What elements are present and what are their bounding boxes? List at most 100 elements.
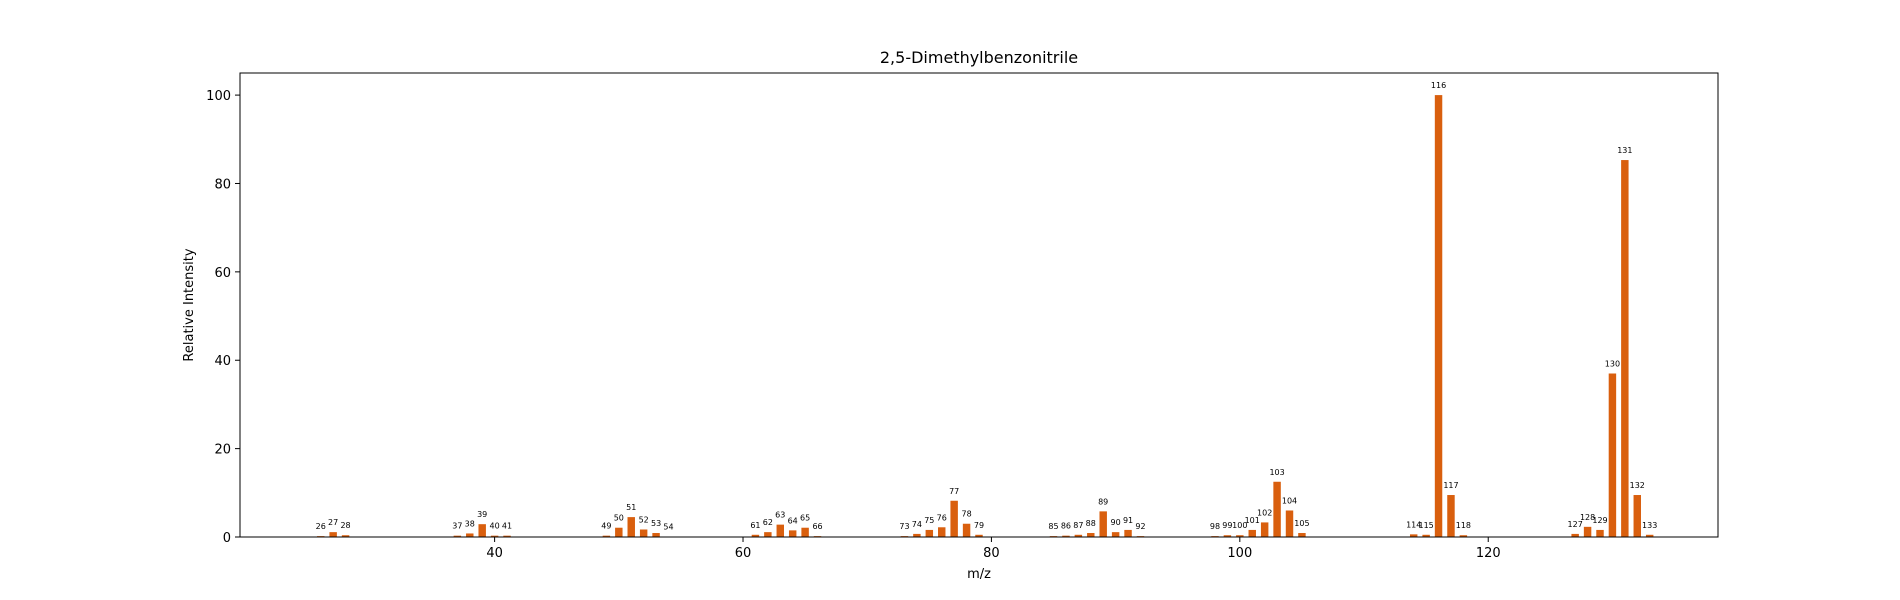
bar (1099, 511, 1107, 537)
bar-data-label: 99 (1222, 521, 1232, 530)
bar (1608, 373, 1617, 537)
bar-data-label: 98 (1210, 522, 1220, 531)
bar (1124, 529, 1132, 537)
bar-data-label: 92 (1135, 522, 1145, 531)
bar-data-label: 104 (1282, 496, 1297, 505)
bar-data-label: 40 (490, 522, 500, 531)
plot-frame (239, 72, 1719, 538)
bar (1285, 510, 1294, 537)
y-tick-label: 20 (214, 443, 231, 458)
bar-data-label: 75 (924, 516, 934, 525)
bar-data-label: 86 (1061, 522, 1071, 531)
y-tick-label: 80 (214, 177, 231, 192)
bar-series (317, 95, 1654, 537)
bar (938, 527, 946, 537)
x-tick-label: 60 (735, 546, 752, 561)
bar (1459, 535, 1468, 537)
bar-data-label: 65 (800, 514, 810, 523)
bar (1621, 160, 1629, 537)
bar-data-label: 116 (1431, 81, 1446, 90)
bar-data-label: 85 (1048, 522, 1058, 531)
bar-data-label: 105 (1294, 519, 1309, 528)
y-tick-label: 60 (214, 266, 231, 281)
bar (1583, 526, 1592, 537)
bar-data-label: 66 (812, 522, 822, 531)
bar-data-label: 103 (1269, 468, 1284, 477)
bar (602, 535, 611, 537)
bar (1571, 533, 1579, 537)
bar-data-label: 90 (1111, 518, 1121, 527)
bar-data-label: 127 (1568, 520, 1583, 529)
bar-data-label: 118 (1456, 521, 1471, 530)
bar-data-label: 100 (1232, 521, 1247, 530)
bar (776, 524, 784, 537)
bar-data-label: 62 (763, 518, 773, 527)
y-axis: 0 20 40 60 80 100 (206, 89, 240, 546)
bar-data-label: 78 (961, 510, 971, 519)
bar (975, 534, 983, 537)
y-tick-label: 40 (214, 354, 231, 369)
bar-data-label: 132 (1630, 481, 1645, 490)
bar (1248, 529, 1256, 537)
bar-data-label: 91 (1123, 516, 1133, 525)
bar (1260, 522, 1269, 537)
bar (913, 533, 921, 537)
bar-data-label: 49 (601, 522, 611, 531)
chart-title: 2,5-Dimethylbenzonitrile (880, 48, 1078, 67)
bar (962, 523, 971, 537)
bar (764, 532, 772, 537)
bar-data-label: 101 (1245, 516, 1260, 525)
bar (503, 535, 511, 537)
bar (478, 524, 486, 537)
bar-data-label: 79 (974, 521, 984, 530)
bar-data-label: 27 (328, 518, 338, 527)
bar-data-label: 41 (502, 522, 512, 531)
bar (1087, 533, 1095, 537)
bar (490, 535, 499, 537)
y-axis-label: Relative Intensity (182, 248, 197, 361)
bar-data-label: 39 (477, 510, 487, 519)
bar-data-label: 88 (1086, 519, 1096, 528)
bar-data-label: 115 (1418, 521, 1433, 530)
bar (1633, 495, 1641, 537)
bar (1447, 495, 1455, 537)
bar-data-label: 51 (626, 503, 636, 512)
x-tick-label: 120 (1476, 546, 1501, 561)
bar-data-label: 130 (1605, 360, 1620, 369)
bar (1223, 535, 1232, 537)
bar (1062, 535, 1070, 537)
bar (925, 529, 934, 537)
x-tick-label: 80 (983, 546, 1000, 561)
bar-data-label: 73 (899, 522, 909, 531)
bar-data-label: 77 (949, 487, 959, 496)
x-tick-label: 40 (486, 546, 503, 561)
bar (788, 530, 797, 537)
bar-data-label: 54 (663, 523, 673, 532)
bar (1074, 534, 1083, 537)
bar-data-label: 89 (1098, 497, 1108, 506)
bar-data-label: 76 (937, 513, 947, 522)
bar-data-label: 26 (316, 522, 326, 531)
bar (453, 535, 462, 537)
y-tick-label: 100 (206, 89, 231, 104)
bar (1596, 529, 1604, 537)
bar (652, 533, 660, 537)
bar-data-label: 129 (1592, 516, 1607, 525)
bar (1645, 534, 1654, 537)
y-tick-label: 0 (223, 531, 231, 546)
bar-data-label: 117 (1443, 481, 1458, 490)
bar-data-label: 53 (651, 519, 661, 528)
bar (1111, 532, 1120, 537)
bar-data-label: 87 (1073, 521, 1083, 530)
bar-data-label: 50 (614, 514, 624, 523)
bar (751, 534, 760, 537)
bar (341, 535, 350, 537)
bar (950, 500, 958, 537)
bar-data-label: 102 (1257, 508, 1272, 517)
bar-data-label: 28 (340, 521, 350, 530)
bar (466, 533, 474, 537)
bar-data-label: 61 (750, 521, 760, 530)
